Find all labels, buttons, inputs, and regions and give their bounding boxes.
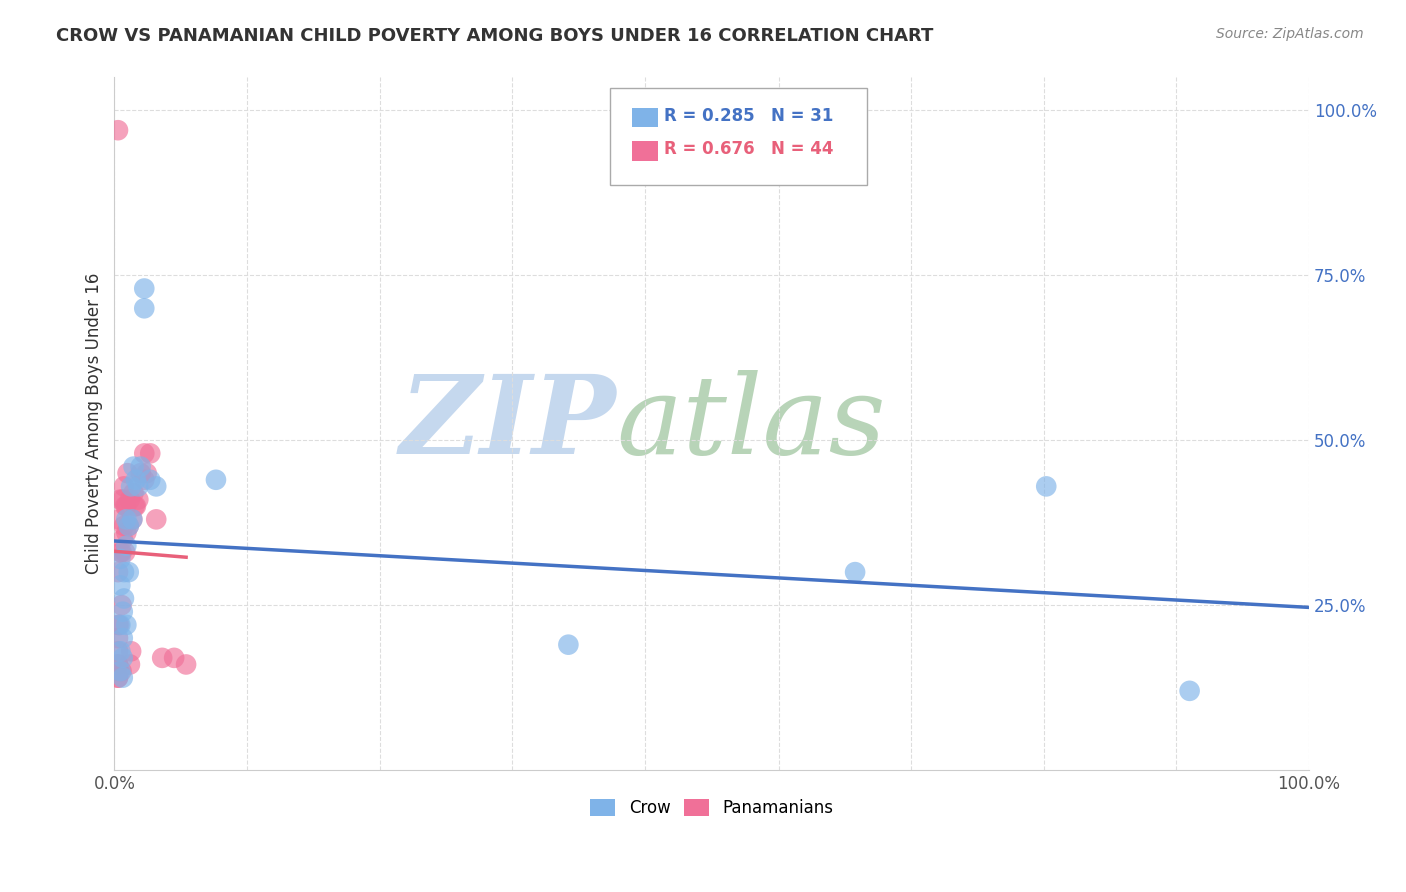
Point [134,301,156,316]
Point [107,618,129,632]
Point [111,492,134,507]
Point [557,638,579,652]
Point [1178,683,1201,698]
Point [125,499,148,513]
Point [124,499,146,513]
Point [112,479,135,493]
Point [174,657,197,672]
Y-axis label: Child Poverty Among Boys Under 16: Child Poverty Among Boys Under 16 [86,273,103,574]
Text: R = 0.676: R = 0.676 [664,140,755,159]
Point [115,618,138,632]
Point [118,492,141,507]
Text: R = 0.285: R = 0.285 [664,107,755,125]
Point [115,512,138,526]
Point [110,545,132,559]
Legend: Crow, Panamanians: Crow, Panamanians [583,792,839,824]
Point [1035,479,1057,493]
Point [118,565,141,579]
Point [134,281,156,295]
Text: N = 44: N = 44 [772,140,834,159]
Point [114,499,136,513]
Point [111,631,134,645]
Point [145,479,167,493]
Point [121,512,143,526]
FancyBboxPatch shape [631,141,658,161]
Point [118,519,141,533]
Point [122,459,145,474]
Point [127,492,149,507]
Text: atlas: atlas [616,370,886,477]
Point [129,459,152,474]
Point [107,565,129,579]
Point [127,479,149,493]
Point [108,512,131,526]
Point [129,466,152,480]
Point [117,466,139,480]
Point [107,123,129,137]
Text: CROW VS PANAMANIAN CHILD POVERTY AMONG BOYS UNDER 16 CORRELATION CHART: CROW VS PANAMANIAN CHILD POVERTY AMONG B… [56,27,934,45]
Point [110,644,132,658]
Point [112,591,135,606]
Point [110,664,132,678]
Point [150,651,173,665]
Point [115,525,138,540]
Point [121,512,143,526]
Point [110,578,132,592]
Point [844,565,866,579]
Point [110,492,132,507]
Point [139,473,162,487]
Point [145,512,167,526]
Text: Source: ZipAtlas.com: Source: ZipAtlas.com [1216,27,1364,41]
Point [125,473,148,487]
Point [108,618,131,632]
Point [111,651,134,665]
FancyBboxPatch shape [631,108,658,128]
Point [163,651,186,665]
Point [110,618,132,632]
Point [107,631,129,645]
Point [114,545,136,559]
Point [107,671,129,685]
Point [110,664,132,678]
Point [107,657,129,672]
Point [135,466,157,480]
Text: ZIP: ZIP [399,370,616,477]
Point [134,473,156,487]
Point [110,552,132,566]
Point [107,671,129,685]
Point [115,499,138,513]
Point [122,486,145,500]
Point [108,664,131,678]
Point [118,519,141,533]
Point [110,598,132,612]
FancyBboxPatch shape [610,87,868,185]
Point [118,657,141,672]
Point [111,532,134,546]
Point [120,479,142,493]
Point [134,446,156,460]
Point [111,605,134,619]
Point [112,565,135,579]
Point [115,539,138,553]
Point [139,446,162,460]
Point [107,657,129,672]
Text: N = 31: N = 31 [772,107,834,125]
Point [120,644,142,658]
Point [107,644,129,658]
Point [110,545,132,559]
Point [111,671,134,685]
Point [205,473,228,487]
Point [112,519,135,533]
